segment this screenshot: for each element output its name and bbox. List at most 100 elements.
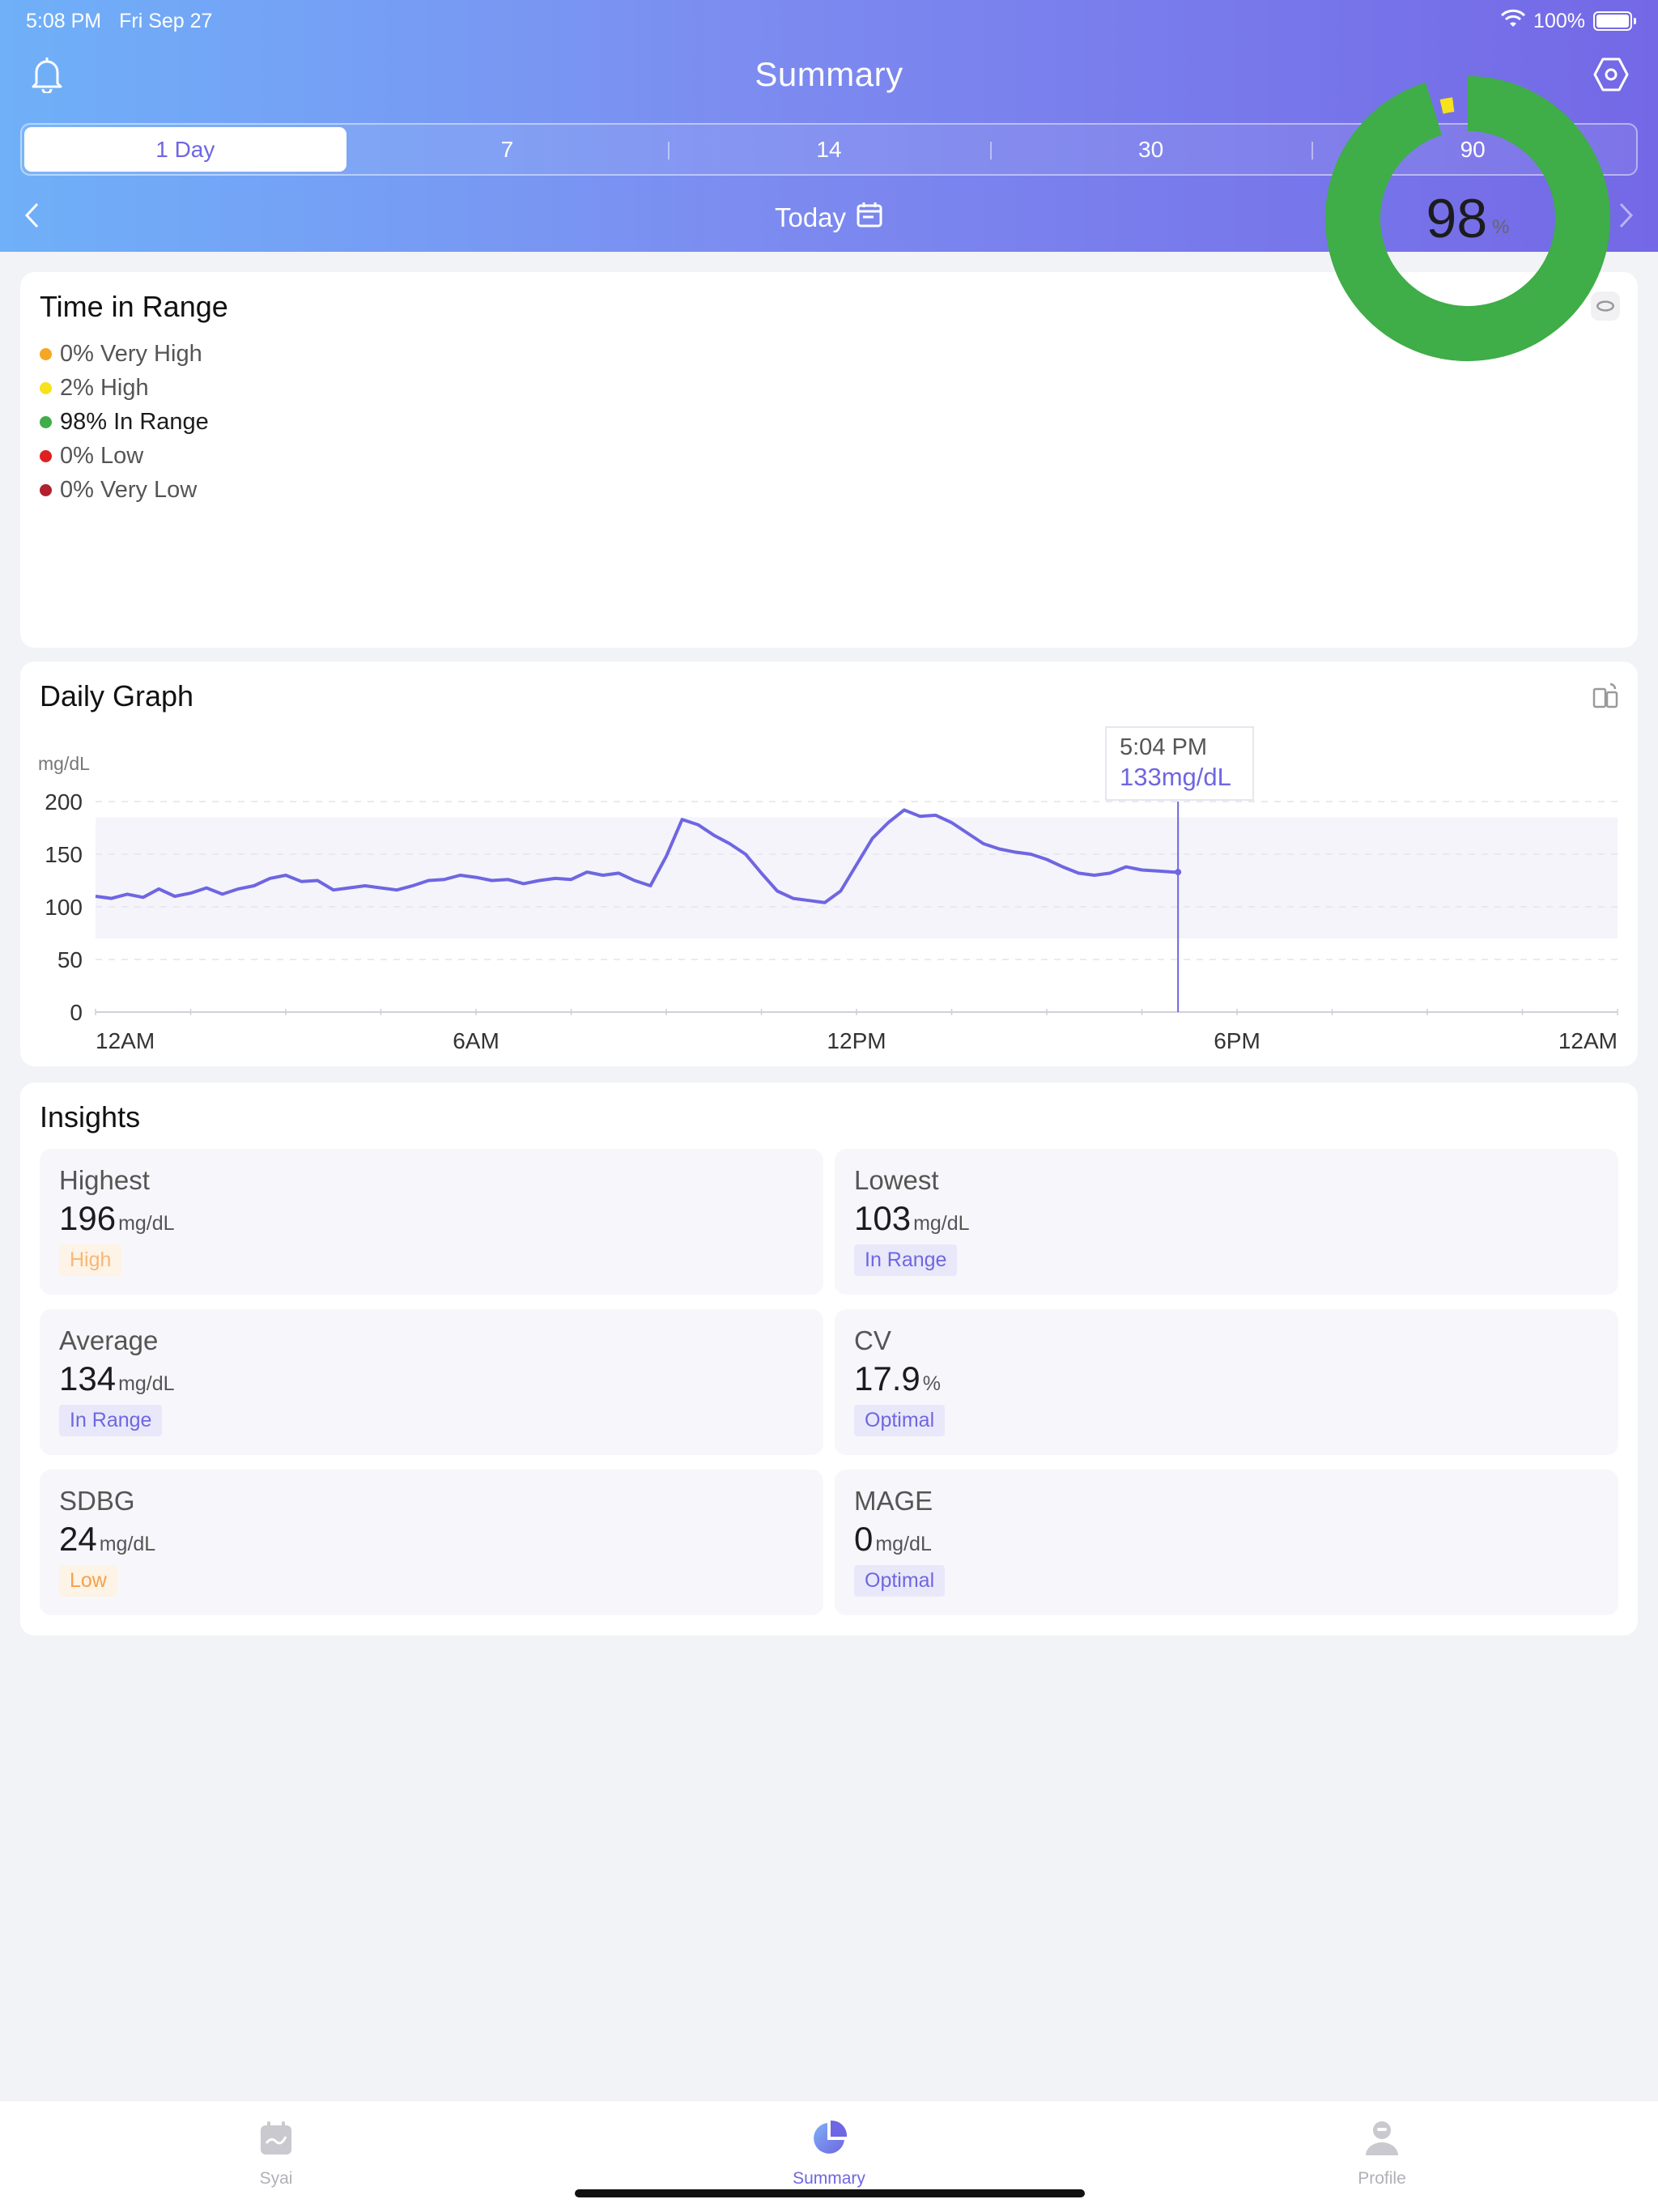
bell-icon[interactable] xyxy=(24,52,70,97)
x-tick-label: 12AM xyxy=(1558,1028,1618,1053)
legend-dot xyxy=(40,449,52,462)
insight-value: 196 mg/dL xyxy=(59,1199,175,1238)
insight-unit: mg/dL xyxy=(913,1212,970,1235)
insight-number: 134 xyxy=(59,1359,117,1397)
insight-number: 196 xyxy=(59,1199,117,1237)
insight-cv: CV 17.9% Optimal xyxy=(835,1309,1618,1455)
insight-number: 103 xyxy=(854,1199,912,1237)
battery-percent: 100% xyxy=(1533,9,1585,32)
insight-value: 24 mg/dL xyxy=(59,1520,155,1559)
insight-value: 134 mg/dL xyxy=(59,1359,175,1398)
legend-label: 98% In Range xyxy=(60,408,209,435)
page-title: Summary xyxy=(755,55,903,93)
settings-hexagon-icon[interactable] xyxy=(1588,52,1634,97)
donut-center: 98 % xyxy=(1314,65,1622,372)
chart-tooltip: 5:04 PM 133mg/dL xyxy=(1105,726,1254,801)
daily-graph-title: Daily Graph xyxy=(40,679,194,713)
legend-very-high: 0% Very High xyxy=(40,337,209,371)
x-tick-label: 12PM xyxy=(827,1028,886,1053)
y-tick-label: 50 xyxy=(57,947,83,972)
range-legend: 0% Very High 2% High 98% In Range 0% Low… xyxy=(40,337,209,507)
daily-glucose-chart: mg/dL 200 150 100 50 0 12AM 6AM 12PM 6PM 12AM xyxy=(38,753,1618,1053)
insight-unit: mg/dL xyxy=(99,1533,156,1555)
tooltip-time: 5:04 PM xyxy=(1120,734,1207,760)
tab-label: Syai xyxy=(259,2169,293,2188)
insight-unit: mg/dL xyxy=(118,1372,175,1395)
x-tick-label: 6PM xyxy=(1214,1028,1261,1053)
insight-highest: Highest 196 mg/dL High xyxy=(40,1149,823,1295)
status-bar: 5:08 PM Fri Sep 27 100% xyxy=(26,8,1636,34)
insight-label: CV xyxy=(854,1325,891,1355)
y-tick-label: 0 xyxy=(70,1000,83,1025)
time-in-range-card: Time in Range 0% Very High 2% High 98% I… xyxy=(20,272,1638,648)
tooltip-value: 133mg/dL xyxy=(1120,763,1231,791)
donut-in-range-arc xyxy=(1325,76,1610,361)
legend-very-low: 0% Very Low xyxy=(40,473,209,507)
insight-badge: In Range xyxy=(854,1244,958,1276)
insight-sdbg: SDBG 24 mg/dL Low xyxy=(40,1470,823,1615)
date-label: Today xyxy=(774,202,847,232)
toggle-view-icon[interactable] xyxy=(1589,290,1622,322)
insight-value: 0 mg/dL xyxy=(854,1520,932,1559)
insight-lowest: Lowest 103 mg/dL In Range xyxy=(835,1149,1618,1295)
insight-number: 17.9 xyxy=(854,1359,920,1397)
segment-90[interactable]: 90 xyxy=(1312,127,1634,172)
insight-badge: Optimal xyxy=(854,1565,946,1597)
person-icon xyxy=(1301,2116,1463,2161)
legend-dot xyxy=(40,347,52,360)
glucose-line xyxy=(95,808,1179,904)
insight-number: 0 xyxy=(854,1520,874,1558)
legend-label: 0% Low xyxy=(60,442,144,469)
tab-label: Summary xyxy=(793,2169,865,2188)
insight-badge: In Range xyxy=(59,1405,163,1436)
cursor-point xyxy=(1175,869,1182,876)
y-axis-unit: mg/dL xyxy=(38,753,90,774)
insight-badge: Low xyxy=(59,1565,117,1597)
chevron-left-icon[interactable] xyxy=(23,201,40,238)
insight-label: SDBG xyxy=(59,1486,135,1516)
x-tick-label: 12AM xyxy=(96,1028,155,1053)
status-time: 5:08 PM xyxy=(26,9,102,32)
tab-profile[interactable]: Profile xyxy=(1301,2116,1463,2189)
legend-high: 2% High xyxy=(40,371,209,405)
y-tick-label: 150 xyxy=(45,842,83,867)
legend-dot xyxy=(40,381,52,394)
target-range-band xyxy=(96,817,1618,938)
calendar-icon xyxy=(195,2116,357,2161)
y-tick-label: 100 xyxy=(45,895,83,920)
insight-value: 103 mg/dL xyxy=(854,1199,970,1238)
time-in-range-donut xyxy=(1325,76,1610,361)
battery-icon xyxy=(1593,11,1636,31)
insight-badge: Optimal xyxy=(854,1405,946,1436)
tab-summary[interactable]: Summary xyxy=(748,2116,910,2189)
legend-label: 0% Very Low xyxy=(60,476,198,503)
legend-label: 2% High xyxy=(60,374,149,401)
insight-unit: % xyxy=(922,1372,941,1395)
tab-syai[interactable]: Syai xyxy=(195,2116,357,2189)
insights-title: Insights xyxy=(40,1100,141,1134)
insight-label: Highest xyxy=(59,1165,150,1195)
pie-chart-icon xyxy=(748,2116,910,2161)
insight-label: Average xyxy=(59,1325,159,1355)
segment-14[interactable]: 14 xyxy=(668,127,990,172)
insight-unit: mg/dL xyxy=(875,1533,932,1555)
time-in-range-title: Time in Range xyxy=(40,290,228,323)
segment-7[interactable]: 7 xyxy=(500,136,514,162)
legend-label: 0% Very High xyxy=(60,340,202,367)
segment-30[interactable]: 30 xyxy=(989,127,1312,172)
donut-unit: % xyxy=(1492,216,1510,238)
legend-in-range: 98% In Range xyxy=(40,405,209,439)
legend-dot xyxy=(40,415,52,428)
home-indicator xyxy=(575,2189,1085,2197)
legend-dot xyxy=(40,483,52,496)
date-selector[interactable]: Today xyxy=(0,201,1658,235)
insight-mage: MAGE 0 mg/dL Optimal xyxy=(835,1470,1618,1615)
y-tick-label: 200 xyxy=(45,789,83,815)
legend-low: 0% Low xyxy=(40,439,209,473)
donut-high-arc xyxy=(1439,97,1455,114)
segment-1-day[interactable]: 1 Day xyxy=(24,127,346,172)
chevron-right-icon[interactable] xyxy=(1618,201,1635,238)
insight-average: Average 134 mg/dL In Range xyxy=(40,1309,823,1455)
insight-badge: High xyxy=(59,1244,122,1276)
rotate-device-icon[interactable] xyxy=(1589,679,1622,712)
